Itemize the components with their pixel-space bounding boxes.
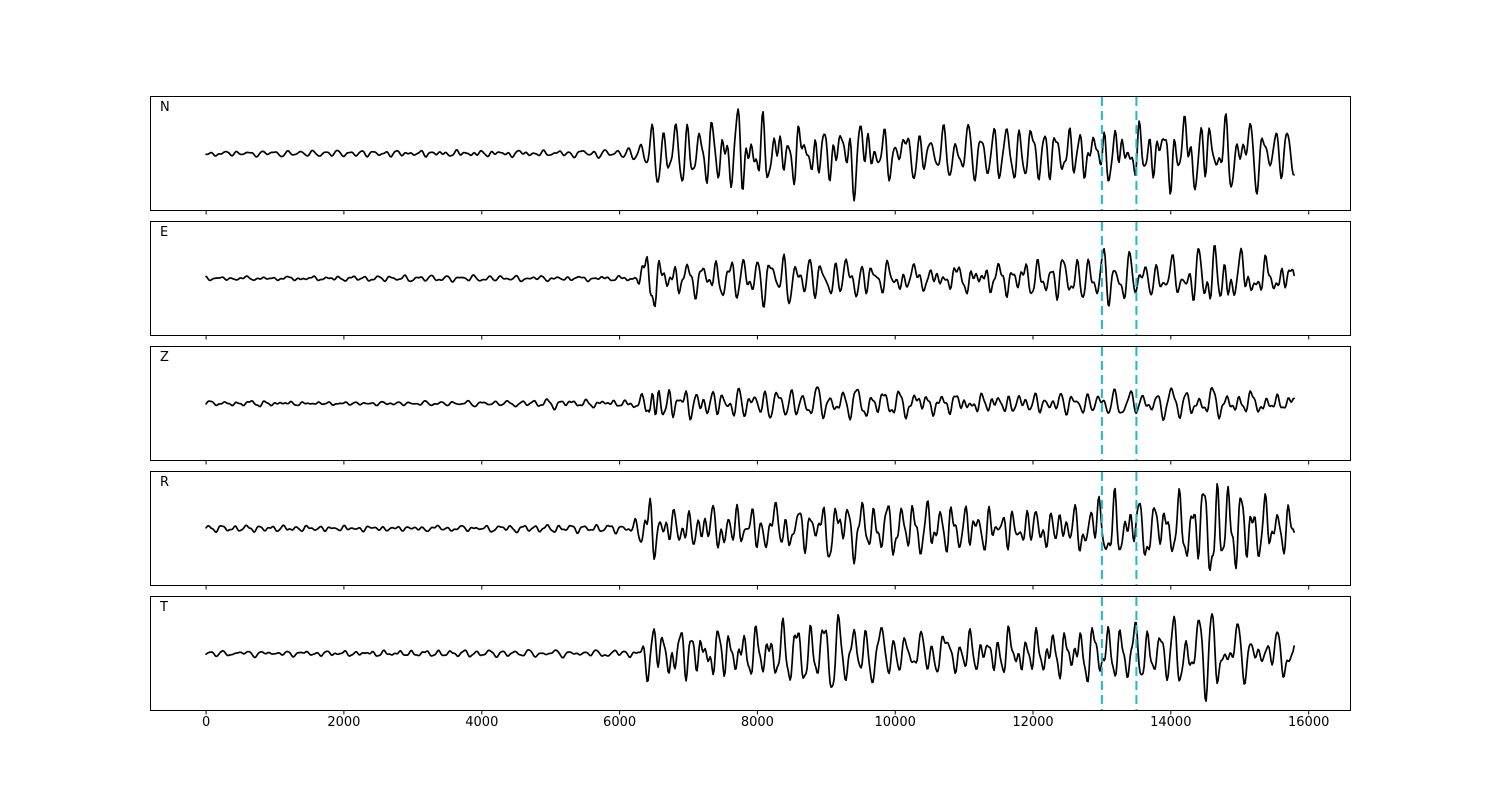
x-tick-label: 6000 (603, 715, 637, 730)
x-tick-label: 14000 (1150, 715, 1192, 730)
panel-label-t: T (160, 600, 168, 615)
waveform-trace (205, 244, 1295, 308)
panel-label-r: R (160, 475, 170, 490)
waveform-panel-n: N (150, 96, 1351, 215)
x-tick-label: 10000 (874, 715, 916, 730)
x-tick-label: 2000 (327, 715, 361, 730)
waveform-svg-n (205, 97, 1310, 215)
waveform-svg-z (205, 347, 1310, 465)
waveform-panel-t: T (150, 596, 1351, 715)
waveform-trace (205, 108, 1295, 202)
x-axis-tick-labels: 0 2000 4000 6000 8000 10000 12000 14000 16000 (150, 712, 1351, 736)
waveform-panel-r: R (150, 471, 1351, 590)
panel-label-e: E (160, 225, 169, 240)
waveform-svg-t (205, 597, 1310, 715)
panel-label-n: N (160, 100, 170, 115)
waveform-panel-z: Z (150, 346, 1351, 465)
x-tick-label: 8000 (740, 715, 774, 730)
waveform-trace (205, 386, 1295, 422)
x-tick-label: 4000 (465, 715, 499, 730)
waveform-panel-e: E (150, 221, 1351, 340)
waveform-svg-r (205, 472, 1310, 590)
waveform-trace (205, 483, 1295, 572)
x-tick-label: 16000 (1288, 715, 1330, 730)
waveform-svg-e (205, 222, 1310, 340)
x-tick-label: 12000 (1012, 715, 1054, 730)
panel-label-z: Z (160, 350, 169, 365)
waveform-trace (205, 613, 1295, 702)
x-tick-label: 0 (201, 715, 211, 730)
